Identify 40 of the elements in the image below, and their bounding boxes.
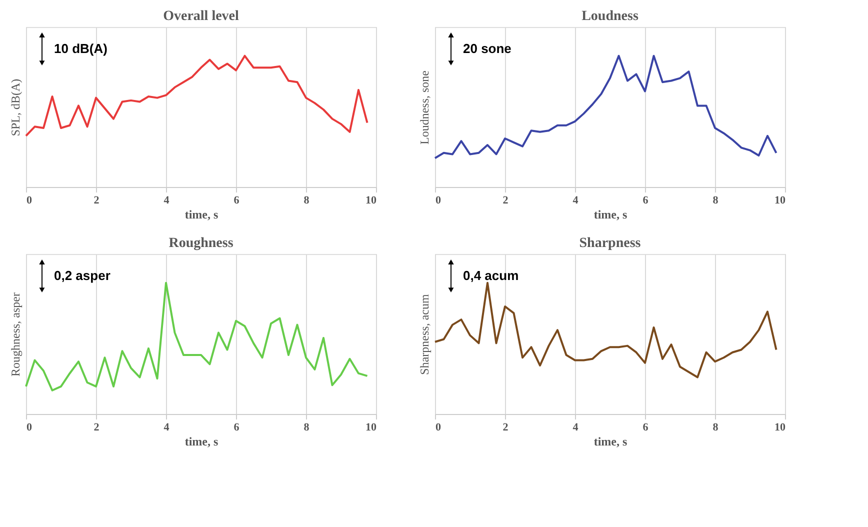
- y-axis-title: Loudness, sone: [418, 70, 432, 144]
- x-tick-label: 2: [502, 194, 509, 206]
- x-tick-label: 10: [366, 422, 377, 434]
- x-axis-title: time, s: [594, 434, 628, 448]
- x-tick-label: 2: [94, 194, 100, 206]
- y-axis-title: SPL, dB(A): [8, 78, 22, 136]
- x-tick-label: 10: [774, 194, 786, 206]
- x-tick-label: 8: [712, 194, 719, 206]
- x-tick-label: 4: [164, 194, 170, 206]
- x-axis-title: time, s: [594, 208, 628, 222]
- x-tick-label: 6: [234, 422, 240, 434]
- chart-title: Sharpness: [579, 236, 642, 251]
- x-tick-label: 2: [502, 422, 509, 434]
- x-tick-label: 6: [234, 194, 240, 206]
- x-tick-label: 2: [94, 422, 100, 434]
- y-axis-title: Sharpness, acum: [418, 294, 432, 375]
- x-tick-label: 0: [436, 422, 442, 434]
- chart-title: Loudness: [582, 9, 639, 24]
- chart-title: Overall level: [163, 9, 240, 24]
- annotation: 0,2 asper: [54, 268, 110, 283]
- x-axis-title: time, s: [184, 434, 218, 448]
- x-tick-label: 8: [304, 422, 310, 434]
- x-tick-label: 0: [26, 194, 32, 206]
- x-axis-title: time, s: [184, 208, 218, 222]
- x-tick-label: 6: [642, 194, 649, 206]
- x-tick-label: 0: [26, 422, 32, 434]
- x-tick-label: 8: [304, 194, 310, 206]
- x-tick-label: 4: [572, 422, 579, 434]
- chart-title: Roughness: [168, 236, 234, 251]
- annotation: 0,4 acum: [463, 268, 519, 283]
- x-tick-label: 4: [164, 422, 170, 434]
- x-tick-label: 10: [366, 194, 377, 206]
- x-tick-label: 4: [572, 194, 579, 206]
- x-tick-label: 8: [712, 422, 719, 434]
- x-tick-label: 6: [642, 422, 649, 434]
- x-tick-label: 10: [774, 422, 786, 434]
- annotation: 10 dB(A): [54, 41, 108, 56]
- y-axis-title: Roughness, asper: [8, 292, 22, 376]
- x-tick-label: 0: [436, 194, 442, 206]
- annotation: 20 sone: [463, 41, 512, 56]
